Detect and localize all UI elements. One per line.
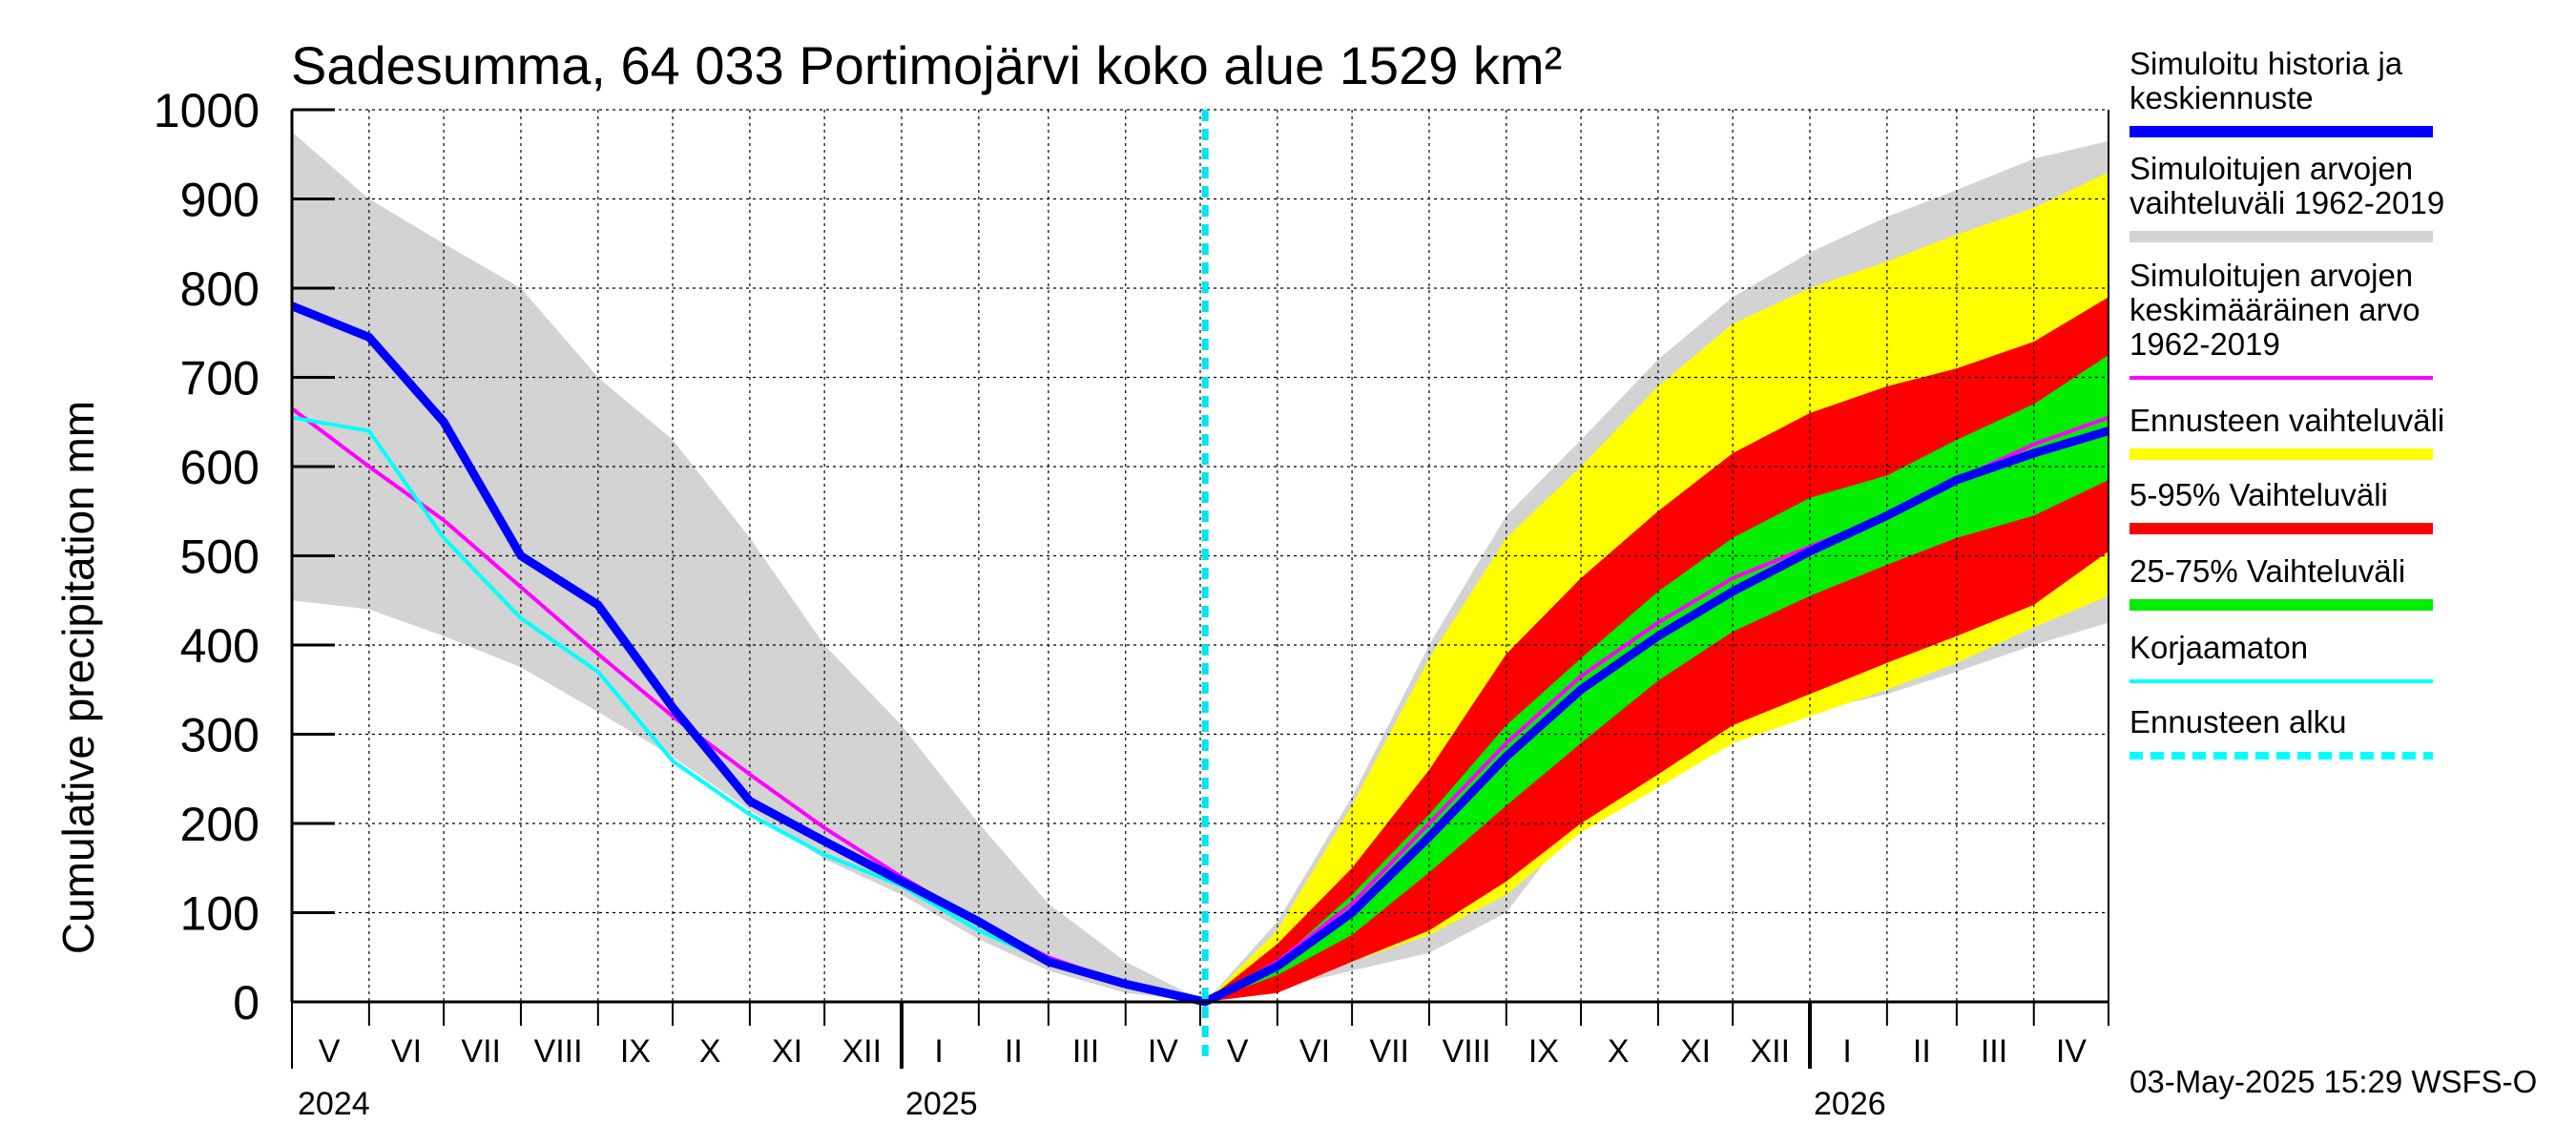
month-label: IX: [620, 1033, 651, 1070]
legend-item-label: 1962-2019: [2129, 326, 2280, 362]
y-tick-label: 300: [180, 709, 260, 762]
legend-item: Korjaamaton: [2129, 630, 2433, 683]
month-label: III: [1981, 1033, 2007, 1070]
y-tick-label: 800: [180, 262, 260, 316]
legend-item-label: keskiennuste: [2129, 80, 2314, 115]
y-axis-ticks: 0 100 200 300 400 500 600 700 800 900 1000: [154, 84, 335, 1030]
legend-item: 5-95% Vaihteluväli: [2129, 477, 2433, 534]
series-band-0: [292, 132, 2109, 1002]
month-label: XI: [772, 1033, 802, 1070]
month-label: XII: [841, 1033, 882, 1070]
month-label: VII: [461, 1033, 501, 1070]
y-tick-label: 200: [180, 798, 260, 851]
y-axis-label: Cumulative precipitation mm: [53, 401, 103, 954]
y-tick-label: 100: [180, 887, 260, 941]
month-label: V: [1227, 1033, 1249, 1070]
month-label: VIII: [534, 1033, 583, 1070]
month-label: I: [934, 1033, 943, 1070]
legend-item-label: Korjaamaton: [2129, 630, 2308, 665]
month-label: XI: [1680, 1033, 1711, 1070]
legend-item-label: 5-95% Vaihteluväli: [2129, 477, 2388, 512]
legend-item: 25-75% Vaihteluväli: [2129, 553, 2433, 611]
legend-item-label: Ennusteen vaihteluväli: [2129, 403, 2444, 438]
legend-item-label: Simuloitujen arvojen: [2129, 258, 2413, 293]
timestamp-footer: 03-May-2025 15:29 WSFS-O: [2129, 1064, 2537, 1099]
x-axis: V VI VII VIII IX X XI XII I II III IV V VI VII VIII IX X X…: [291, 1002, 2109, 1122]
month-label: VI: [1299, 1033, 1330, 1070]
month-label: X: [699, 1033, 721, 1070]
year-label: 2026: [1814, 1086, 1886, 1122]
legend-item-label: vaihteluväli 1962-2019: [2129, 185, 2444, 220]
chart-title: Sadesumma, 64 033 Portimojärvi koko alue…: [291, 35, 1562, 95]
legend-item-label: Simuloitu historia ja: [2129, 46, 2403, 81]
year-label: 2025: [905, 1086, 978, 1122]
month-label: II: [1913, 1033, 1931, 1070]
month-label: VIII: [1443, 1033, 1491, 1070]
y-tick-label: 900: [180, 174, 260, 227]
month-label: IV: [1148, 1033, 1178, 1070]
month-label: I: [1842, 1033, 1851, 1070]
legend-item-label: Ennusteen alku: [2129, 704, 2347, 739]
legend-item-label: keskimääräinen arvo: [2129, 292, 2420, 327]
month-label: IV: [2056, 1033, 2087, 1070]
y-tick-label: 500: [180, 531, 260, 584]
legend-item: Ennusteen alku: [2129, 704, 2433, 760]
month-label: IX: [1528, 1033, 1559, 1070]
month-label: VI: [391, 1033, 422, 1070]
y-tick-label: 400: [180, 619, 260, 673]
legend-item-label: 25-75% Vaihteluväli: [2129, 553, 2405, 589]
legend-item: Ennusteen vaihteluväli: [2129, 403, 2444, 460]
legend-item-label: Simuloitujen arvojen: [2129, 151, 2413, 186]
month-label: III: [1072, 1033, 1099, 1070]
month-label: XII: [1750, 1033, 1790, 1070]
legend: Simuloitu historia jakeskiennusteSimuloi…: [2129, 46, 2444, 760]
month-label: VII: [1369, 1033, 1409, 1070]
month-label: II: [1005, 1033, 1023, 1070]
y-tick-label: 600: [180, 441, 260, 494]
year-label: 2024: [298, 1086, 370, 1122]
month-label: V: [319, 1033, 341, 1070]
month-label: X: [1608, 1033, 1630, 1070]
y-tick-label: 700: [180, 352, 260, 406]
y-tick-label: 1000: [154, 84, 260, 137]
y-tick-label: 0: [233, 976, 260, 1030]
plot-area: [290, 109, 2110, 1061]
